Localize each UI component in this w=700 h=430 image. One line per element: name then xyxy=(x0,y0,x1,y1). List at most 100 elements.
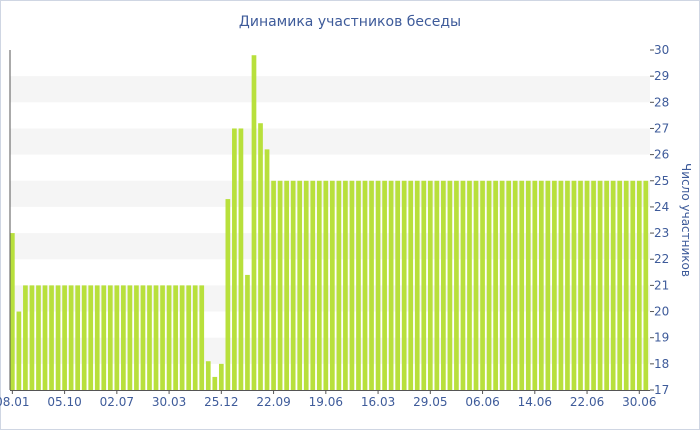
y-tick-label: 24 xyxy=(654,200,669,214)
bar xyxy=(349,180,355,390)
bar xyxy=(140,285,146,390)
bar xyxy=(532,180,538,390)
bar xyxy=(75,285,81,390)
bar xyxy=(88,285,94,390)
bar xyxy=(284,180,289,390)
bar xyxy=(362,180,368,390)
bar xyxy=(62,285,67,390)
bar xyxy=(16,311,22,390)
bar xyxy=(473,180,479,390)
bars xyxy=(10,55,649,390)
bar xyxy=(467,180,472,390)
x-tick-label: 05.10 xyxy=(47,395,81,409)
y-tick-label: 17 xyxy=(654,383,669,397)
bar xyxy=(297,180,303,390)
bar xyxy=(552,180,557,390)
y-tick-label: 29 xyxy=(654,69,669,83)
y-tick-label: 20 xyxy=(654,305,669,319)
y-tick-label: 22 xyxy=(654,252,669,266)
bar xyxy=(343,180,348,390)
bar xyxy=(545,180,551,390)
bar xyxy=(271,180,276,390)
y-axis-title: Число участников xyxy=(679,163,693,277)
bar xyxy=(584,180,590,390)
y-tick-label: 26 xyxy=(654,148,669,162)
bar xyxy=(68,285,74,390)
bar xyxy=(330,180,335,390)
bar xyxy=(232,128,237,390)
bar xyxy=(153,285,159,390)
bar xyxy=(382,180,387,390)
bar xyxy=(238,128,244,390)
bar xyxy=(316,180,322,390)
bar xyxy=(375,180,381,390)
bar xyxy=(134,285,139,390)
grid-band xyxy=(10,128,650,155)
bar xyxy=(121,285,126,390)
bar xyxy=(303,180,309,390)
y-tick-label: 23 xyxy=(654,226,669,240)
bar xyxy=(421,180,427,390)
bar xyxy=(166,285,172,390)
bar xyxy=(623,180,629,390)
bar xyxy=(454,180,459,390)
bar xyxy=(225,199,231,390)
bar xyxy=(617,180,623,390)
y-tick-label: 19 xyxy=(654,331,669,345)
bar xyxy=(460,180,466,390)
bar xyxy=(486,180,492,390)
x-tick-label: 06.06 xyxy=(465,395,499,409)
bar xyxy=(81,285,87,390)
bar xyxy=(565,180,570,390)
bar xyxy=(558,180,564,390)
bar xyxy=(205,361,211,390)
bar xyxy=(447,180,453,390)
bar xyxy=(277,180,283,390)
bar xyxy=(323,180,329,390)
x-tick-label: 08.01 xyxy=(0,395,30,409)
bar xyxy=(414,180,420,390)
bar xyxy=(245,274,250,390)
y-axis-ticks: 17 18 19 20 21 22 23 24 25 26 27 28 29 30 xyxy=(650,43,669,397)
x-tick-label: 29.05 xyxy=(413,395,447,409)
bar xyxy=(199,285,205,390)
bar xyxy=(604,180,609,390)
bar xyxy=(434,180,440,390)
bar xyxy=(388,180,394,390)
bar xyxy=(408,180,414,390)
bar xyxy=(643,180,649,390)
y-tick-label: 21 xyxy=(654,278,669,292)
x-tick-label: 22.09 xyxy=(256,395,290,409)
grid-band xyxy=(10,76,650,103)
bar xyxy=(480,180,485,390)
bar xyxy=(512,180,518,390)
bar xyxy=(179,285,185,390)
x-tick-label: 19.06 xyxy=(309,395,343,409)
x-tick-label: 22.06 xyxy=(570,395,604,409)
y-tick-label: 25 xyxy=(654,174,669,188)
bar xyxy=(251,55,257,390)
bar xyxy=(29,285,35,390)
bar xyxy=(591,180,596,390)
y-tick-label: 18 xyxy=(654,357,669,371)
y-tick-label: 30 xyxy=(654,43,669,57)
bar xyxy=(42,285,48,390)
bar xyxy=(401,180,407,390)
bar xyxy=(369,180,374,390)
bar xyxy=(525,180,531,390)
bar xyxy=(127,285,133,390)
bar xyxy=(192,285,198,390)
bar xyxy=(186,285,192,390)
bar xyxy=(519,180,525,390)
x-tick-label: 14.06 xyxy=(518,395,552,409)
bar xyxy=(336,180,342,390)
bar xyxy=(173,285,178,390)
bar xyxy=(36,285,41,390)
bar xyxy=(597,180,603,390)
bar xyxy=(218,363,224,390)
bar xyxy=(356,180,361,390)
bar xyxy=(290,180,296,390)
bar xyxy=(636,180,642,390)
bar xyxy=(264,149,270,390)
y-tick-label: 28 xyxy=(654,95,669,109)
